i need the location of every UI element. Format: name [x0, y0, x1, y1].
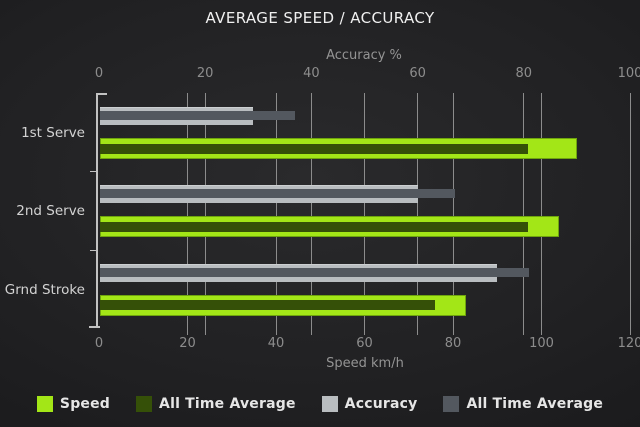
- speed-gridline: [629, 93, 631, 335]
- top-axis-tick-label: 60: [409, 66, 426, 81]
- category-separator-tick: [90, 250, 98, 251]
- legend-swatch-icon: [321, 396, 338, 412]
- top-axis-label: Accuracy %: [326, 48, 402, 63]
- y-axis-bottom-cap: [89, 326, 100, 328]
- speed-gridline: [452, 93, 454, 335]
- accuracy-gridline: [523, 93, 525, 335]
- category-label: Grnd Stroke: [4, 282, 85, 298]
- speed-gridline: [187, 93, 188, 335]
- speed-alltime-bar: [100, 300, 435, 310]
- legend-label: Accuracy: [344, 396, 418, 412]
- top-axis-tick-label: 100: [617, 66, 640, 81]
- speed-alltime-bar: [100, 144, 528, 154]
- top-axis-tick-label: 0: [94, 66, 104, 81]
- bottom-axis-tick-label: 120: [617, 336, 640, 351]
- top-axis-tick-label: 20: [196, 66, 214, 81]
- legend-item[interactable]: Accuracy: [321, 396, 418, 412]
- legend: Speed All Time Average Accuracy All Time Av…: [0, 396, 640, 412]
- legend-item[interactable]: All Time Average: [443, 396, 603, 412]
- legend-label: All Time Average: [466, 396, 604, 412]
- bottom-axis-tick-label: 20: [179, 336, 196, 351]
- bottom-axis-tick-label: 40: [267, 336, 285, 351]
- legend-swatch-icon: [136, 396, 153, 412]
- bottom-axis-tick-label: 0: [94, 336, 104, 351]
- accuracy-gridline: [310, 93, 312, 335]
- speed-gridline: [275, 93, 277, 335]
- accuracy-alltime-bar: [100, 189, 455, 198]
- accuracy-alltime-bar: [100, 111, 295, 120]
- bottom-axis-tick-label: 100: [529, 336, 554, 351]
- bottom-axis-label: Speed km/h: [326, 356, 404, 371]
- y-axis-top-cap: [96, 93, 107, 95]
- speed-alltime-bar: [100, 222, 528, 232]
- category-label: 2nd Serve: [16, 203, 85, 219]
- legend-label: Speed: [59, 396, 111, 412]
- top-axis-tick-label: 80: [515, 66, 533, 81]
- accuracy-gridline: [417, 93, 419, 335]
- y-axis-line: [96, 93, 98, 328]
- bottom-axis-tick-label: 60: [356, 336, 373, 351]
- speed-gridline: [541, 93, 542, 335]
- bottom-axis-tick-label: 80: [444, 336, 462, 351]
- accuracy-gridline: [204, 93, 206, 335]
- category-separator-tick: [90, 171, 98, 172]
- legend-item[interactable]: Speed: [36, 396, 111, 412]
- legend-swatch-icon: [36, 396, 53, 412]
- chart-title: AVERAGE SPEED / ACCURACY: [205, 9, 435, 27]
- legend-label: All Time Average: [159, 396, 296, 412]
- accuracy-alltime-bar: [100, 268, 529, 277]
- category-label: 1st Serve: [21, 125, 85, 141]
- legend-item[interactable]: All Time Average: [136, 396, 296, 412]
- top-axis-tick-label: 40: [303, 66, 320, 81]
- speed-gridline: [364, 93, 365, 335]
- legend-swatch-icon: [443, 396, 460, 412]
